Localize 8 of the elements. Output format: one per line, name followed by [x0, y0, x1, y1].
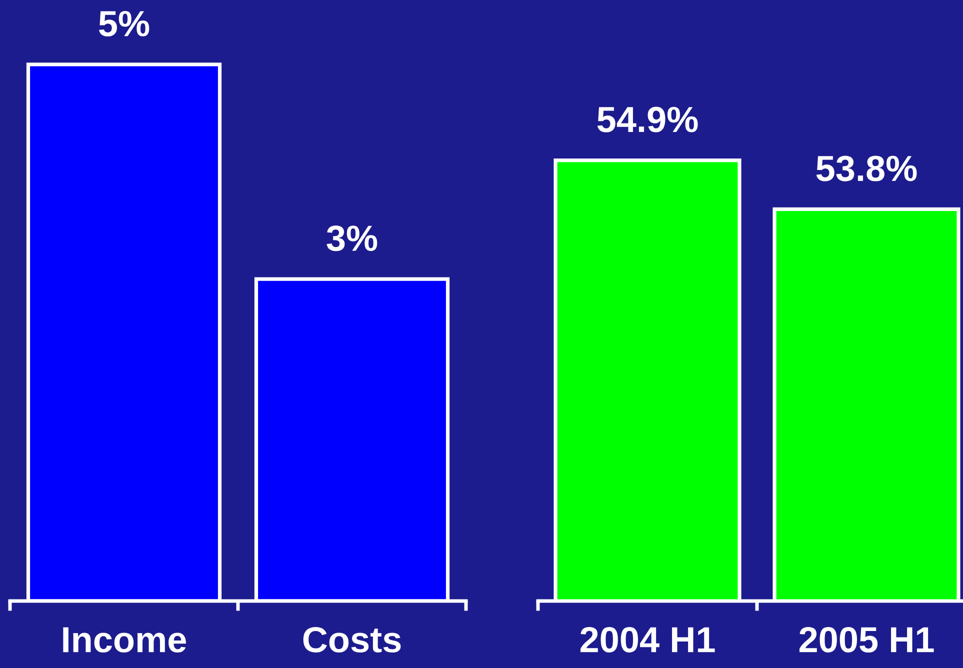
- x-tick-label: 2004 H1: [580, 626, 715, 653]
- data-label: 5%: [99, 10, 150, 36]
- data-label: 54.9%: [597, 106, 698, 132]
- x-tick-label: Costs: [303, 626, 401, 653]
- data-label: 3%: [326, 225, 378, 252]
- x-tick-label: Income: [63, 627, 186, 653]
- x-tick-label: 2005 H1: [799, 626, 934, 653]
- data-label: 53.8%: [816, 156, 917, 182]
